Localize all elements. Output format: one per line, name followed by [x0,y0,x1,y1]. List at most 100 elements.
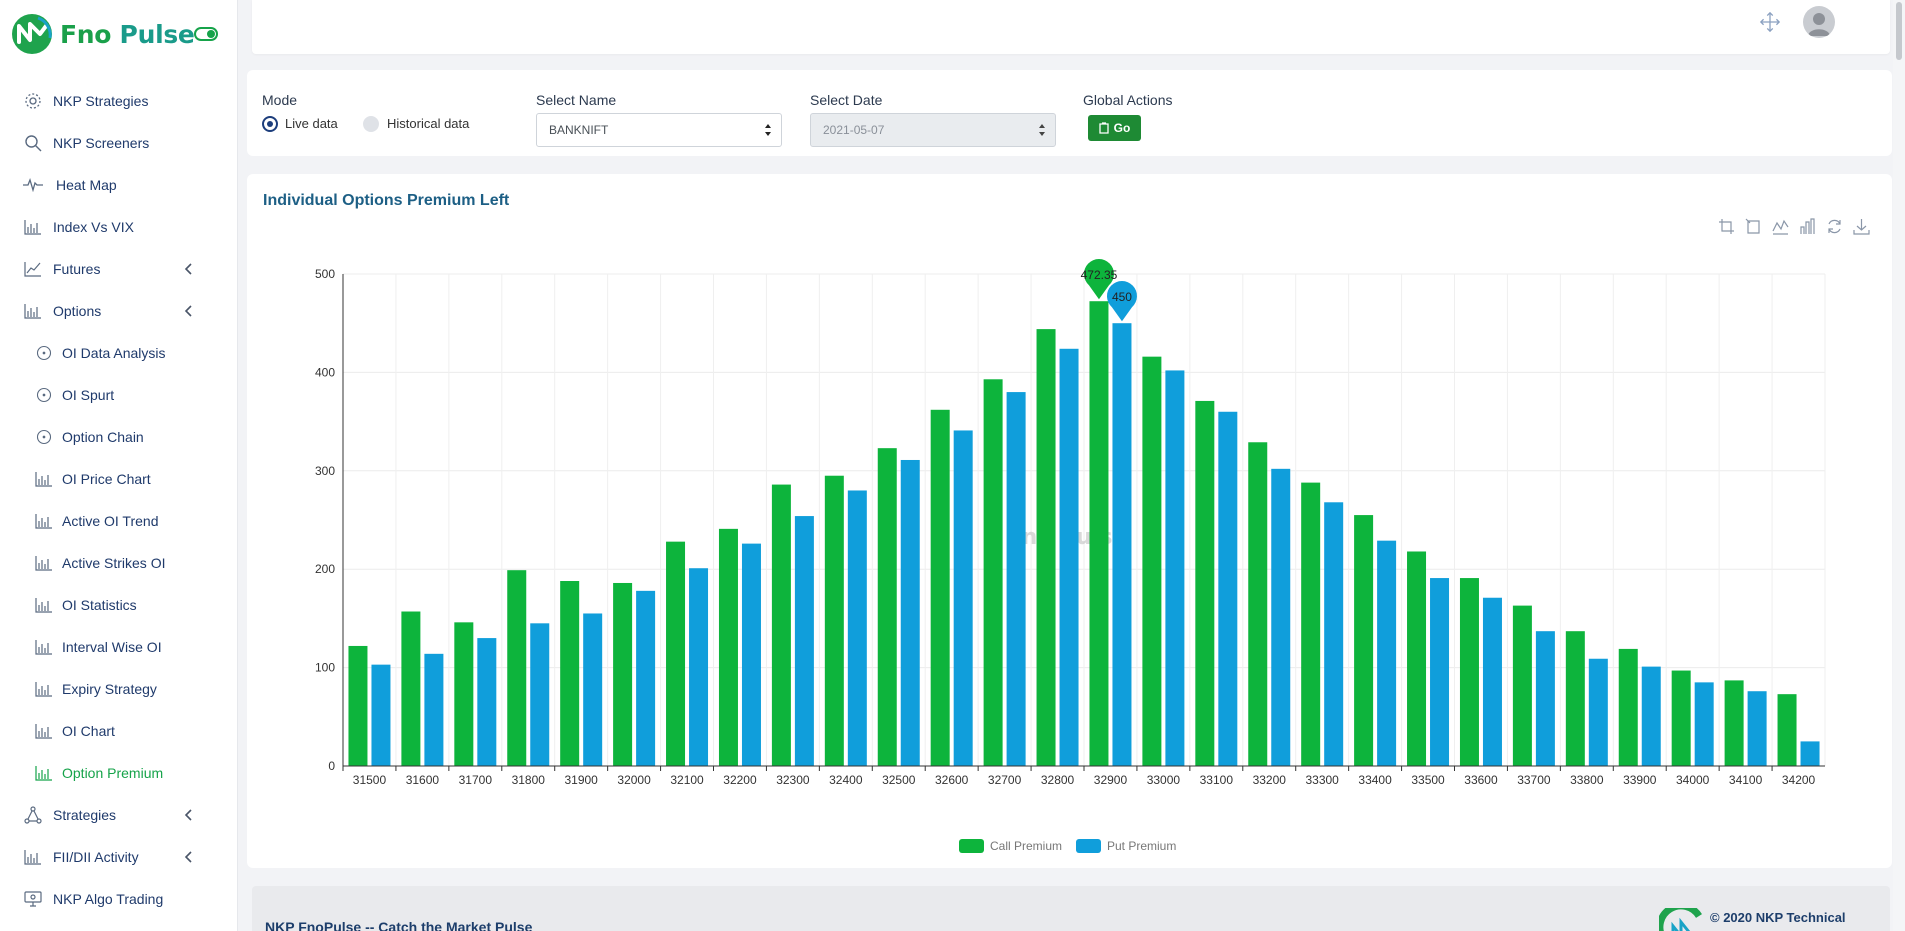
line-chart-icon[interactable] [1772,218,1789,235]
sidebar-item-oi-spurt[interactable]: OI Spurt [0,374,238,416]
legend-label: Put Premium [1107,839,1176,853]
legend-label: Call Premium [990,839,1062,853]
zoom-reset-icon[interactable] [1745,218,1762,235]
x-tick-label: 32300 [776,773,810,787]
x-tick-label: 31600 [406,773,440,787]
sidebar-item-oi-price-chart[interactable]: OI Price Chart [0,458,238,500]
bar-call-32800 [1036,329,1056,766]
bar-put-31900 [583,613,603,766]
user-avatar[interactable] [1803,6,1835,38]
bar-call-32700 [983,379,1003,766]
sidebar-item-index-vs-vix[interactable]: Index Vs VIX [0,206,238,248]
bar-put-33900 [1641,666,1661,766]
network-icon [22,804,44,826]
page-scrollbar[interactable] [1893,0,1905,931]
live-data-radio[interactable] [262,116,278,132]
bar-put-31600 [424,653,444,766]
x-tick-label: 33900 [1623,773,1657,787]
sidebar-item-interval-wise-oi[interactable]: Interval Wise OI [0,626,238,668]
refresh-icon[interactable] [1826,218,1843,235]
sidebar-item-options[interactable]: Options [0,290,238,332]
sidebar-item-heat-map[interactable]: Heat Map [0,164,238,206]
chevron-left-icon[interactable] [182,850,196,864]
chevron-left-icon[interactable] [182,808,196,822]
bar-call-32900 [1089,301,1109,766]
fullscreen-expand-icon[interactable] [1759,11,1781,33]
sidebar-item-active-strikes-oi[interactable]: Active Strikes OI [0,542,238,584]
bar-put-32700 [1006,392,1026,766]
historical-data-label[interactable]: Historical data [387,116,470,131]
bar-put-32500 [900,459,920,766]
bar-call-34000 [1671,670,1691,766]
bar-put-34100 [1747,691,1767,766]
bar-call-33600 [1459,578,1479,766]
bar-put-32100 [689,568,709,766]
date-select-value: 2021-05-07 [823,123,885,137]
x-tick-label: 32400 [829,773,863,787]
bar-chart-icon [33,468,55,490]
footer-tagline: NKP FnoPulse -- Catch the Market Pulse [265,919,533,931]
sidebar-item-oi-chart[interactable]: OI Chart [0,710,238,752]
sidebar-item-label: OI Statistics [62,597,137,613]
zoom-icon[interactable] [1718,218,1735,235]
x-tick-label: 31700 [459,773,493,787]
sidebar-item-option-chain[interactable]: Option Chain [0,416,238,458]
bar-call-32500 [877,448,897,766]
bar-call-31500 [348,645,368,766]
x-tick-label: 34000 [1676,773,1710,787]
chevron-left-icon[interactable] [182,304,196,318]
bar-chart-icon [33,594,55,616]
x-tick-label: 33300 [1305,773,1339,787]
sidebar-item-nkp-algo-trading[interactable]: NKP Algo Trading [0,878,238,920]
sidebar-item-strategies[interactable]: Strategies [0,794,238,836]
bar-put-33500 [1430,578,1450,766]
bar-put-33200 [1271,468,1291,766]
bar-call-33800 [1565,631,1585,766]
sidebar-item-label: OI Price Chart [62,471,151,487]
x-tick-label: 31800 [512,773,546,787]
historical-data-radio[interactable] [363,116,379,132]
bar-put-33600 [1482,597,1502,766]
sidebar-item-active-oi-trend[interactable]: Active OI Trend [0,500,238,542]
sidebar-item-oi-data-analysis[interactable]: OI Data Analysis [0,332,238,374]
select-arrows-icon [765,124,771,136]
chevron-left-icon[interactable] [182,262,196,276]
sidebar-item-nkp-strategies[interactable]: NKP Strategies [0,80,238,122]
go-button[interactable]: Go [1088,115,1141,141]
live-data-label[interactable]: Live data [285,116,338,131]
marker-pin [1106,281,1137,322]
x-tick-label: 33200 [1253,773,1287,787]
sidebar-item-nkp-screeners[interactable]: NKP Screeners [0,122,238,164]
theme-toggle[interactable] [194,27,218,41]
bar-call-31700 [454,622,474,766]
bar-put-32200 [741,543,761,766]
sidebar-item-fii-dii-activity[interactable]: FII/DII Activity [0,836,238,878]
bar-call-31900 [560,581,580,766]
bar-chart-icon [22,216,44,238]
y-tick-label: 200 [315,562,335,576]
download-icon[interactable] [1853,218,1870,235]
sidebar-item-futures[interactable]: Futures [0,248,238,290]
sidebar-item-option-premium[interactable]: Option Premium [0,752,238,794]
sidebar-item-label: NKP Strategies [53,93,149,109]
x-tick-label: 32000 [617,773,651,787]
x-tick-label: 31900 [564,773,598,787]
line-chart-icon [22,258,44,280]
circle-icon [33,384,55,406]
name-select[interactable]: BANKNIFT [536,113,782,147]
date-select[interactable]: 2021-05-07 [810,113,1056,147]
brand[interactable]: Fno Pulse [10,12,195,56]
x-tick-label: 32600 [935,773,969,787]
clipboard-icon [1099,122,1109,134]
chart-title: Individual Options Premium Left [263,192,510,209]
legend-swatch [1076,839,1101,853]
sidebar-item-label: Interval Wise OI [62,639,162,655]
sidebar-item-expiry-strategy[interactable]: Expiry Strategy [0,668,238,710]
marker-pin [1083,259,1114,300]
sidebar-item-oi-statistics[interactable]: OI Statistics [0,584,238,626]
scrollbar-thumb[interactable] [1896,2,1902,60]
bar-chart-icon [33,552,55,574]
bar-chart-icon[interactable] [1799,218,1816,235]
bar-chart-icon [22,300,44,322]
